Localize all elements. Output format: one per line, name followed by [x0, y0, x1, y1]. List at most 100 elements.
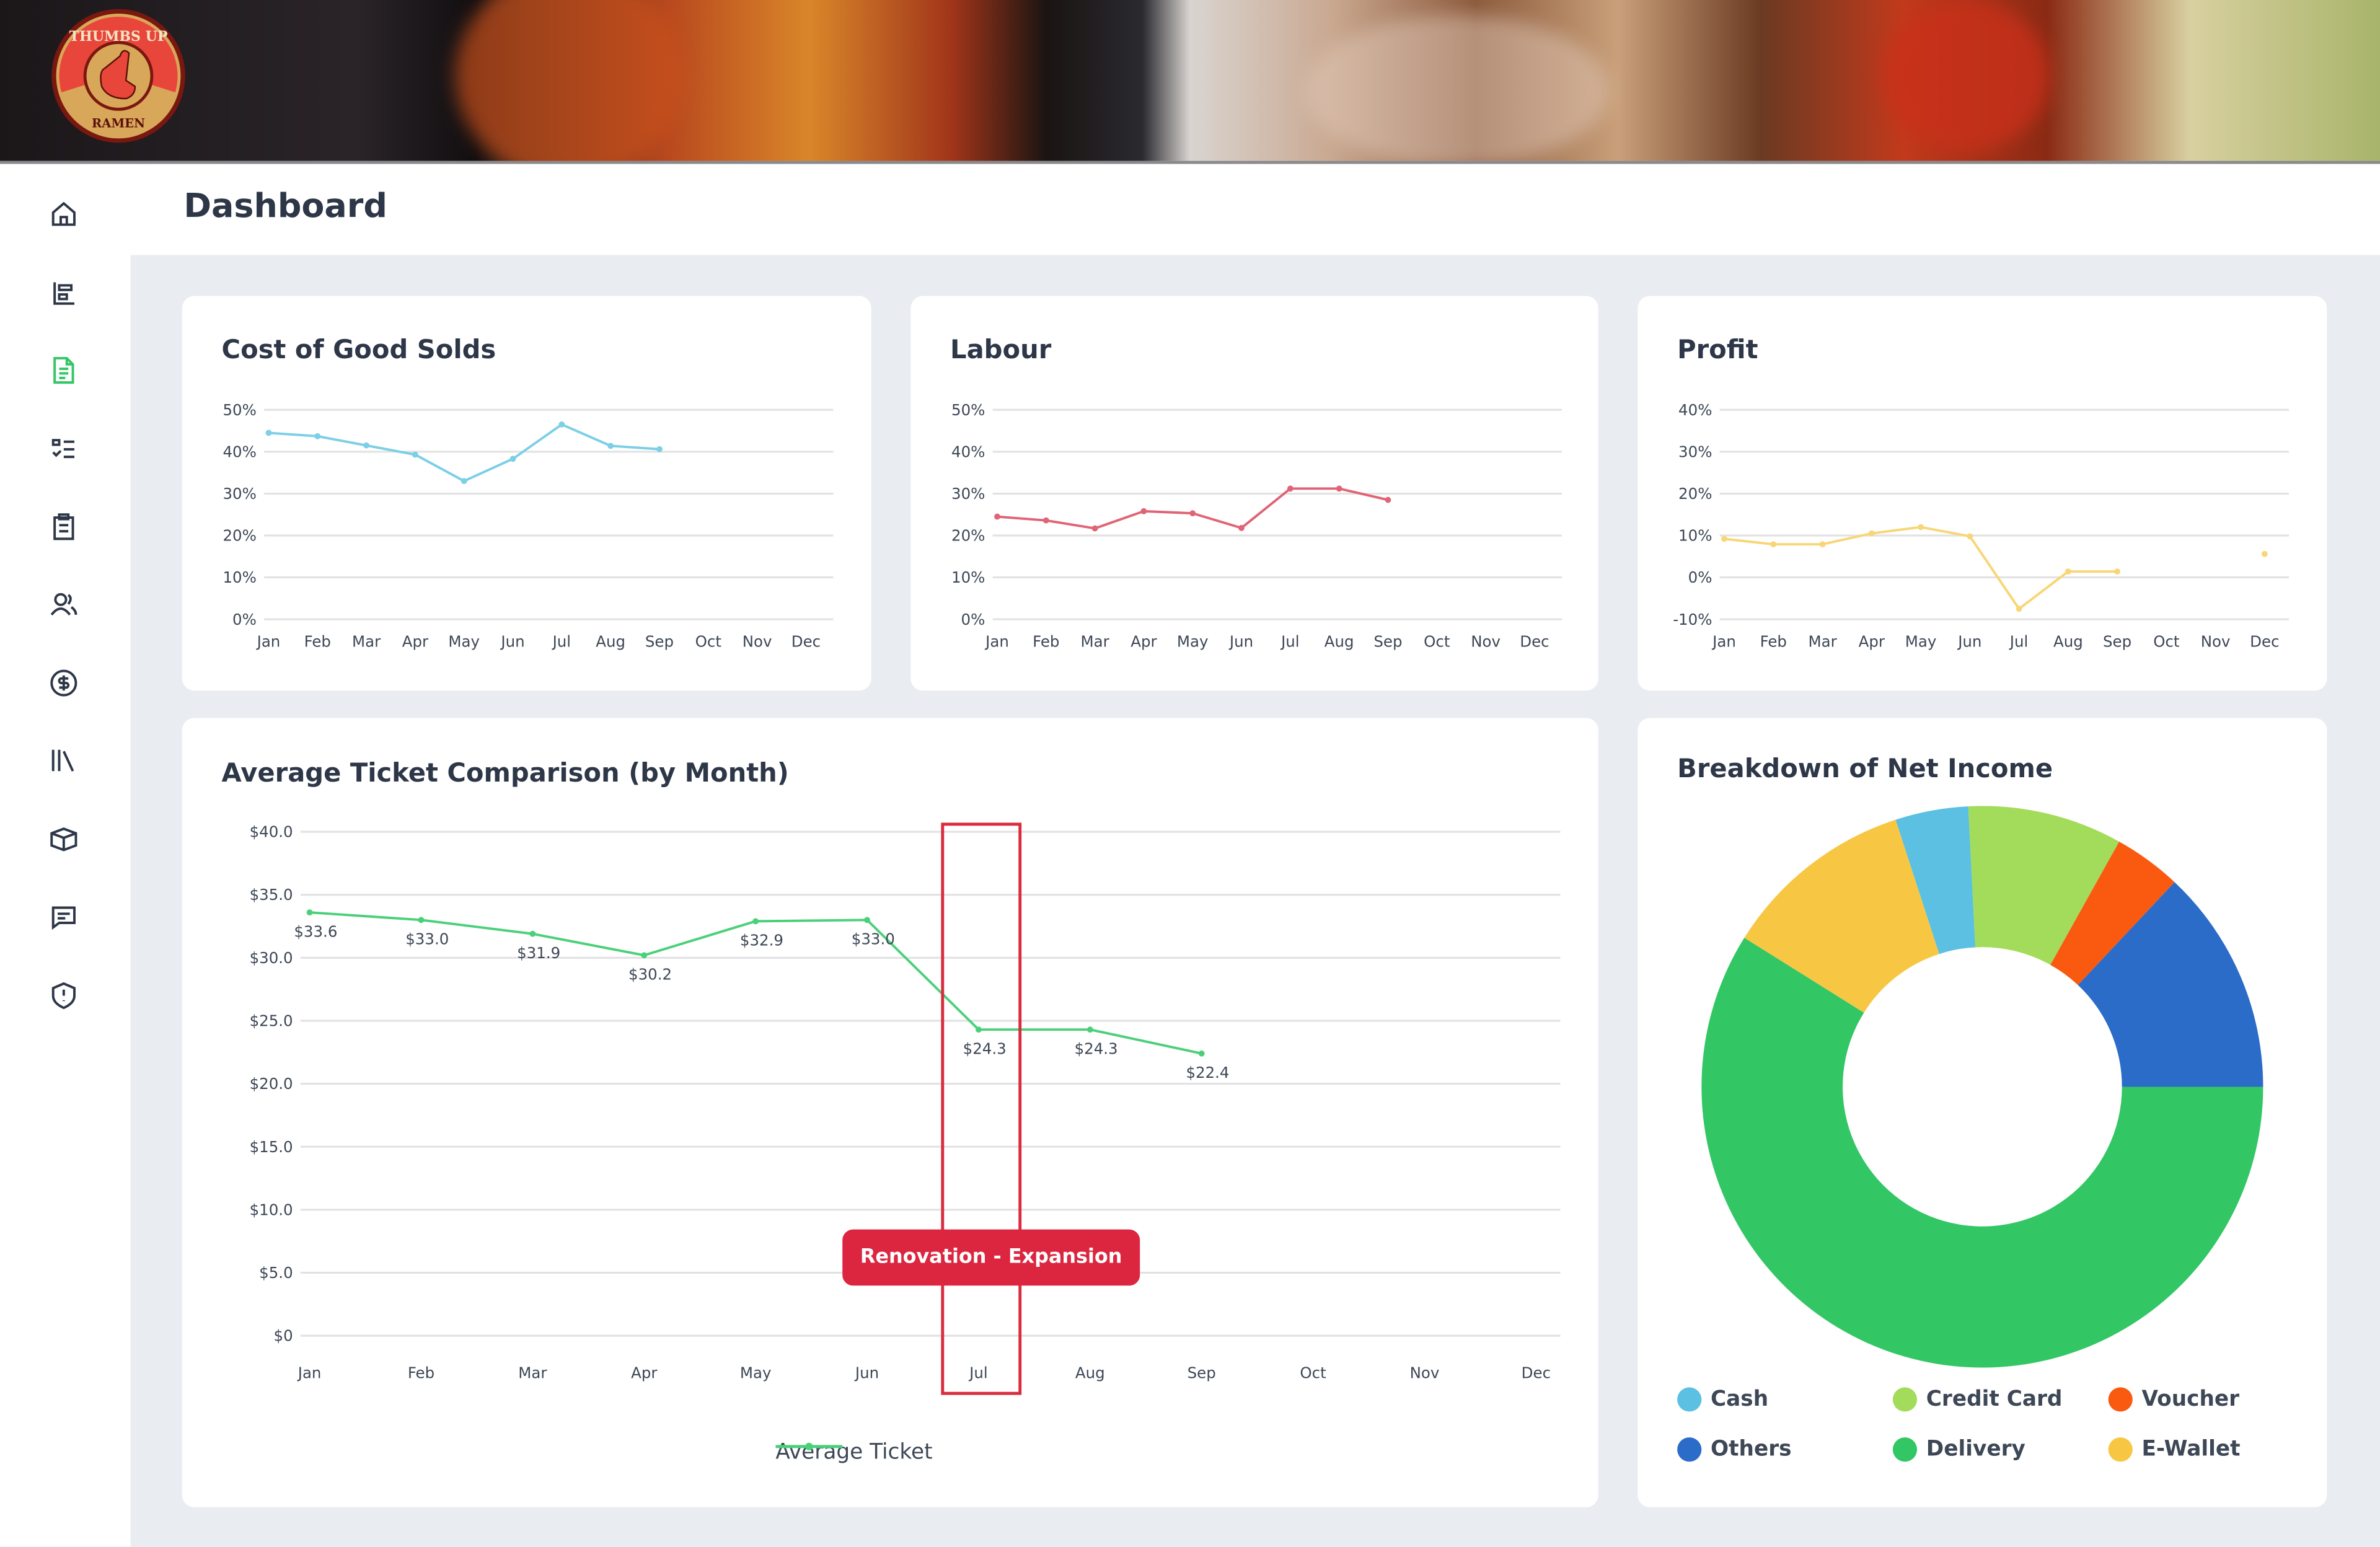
legend-item-others[interactable]: Others — [1677, 1437, 1792, 1462]
data-point — [314, 433, 321, 439]
y-tick-label: $10.0 — [250, 1201, 293, 1219]
data-point — [641, 952, 648, 959]
x-tick-label: Aug — [596, 632, 625, 650]
y-tick-label: 30% — [1678, 443, 1712, 461]
page-header: Dashboard — [130, 164, 2380, 255]
data-point — [1042, 517, 1049, 524]
x-tick-label: Apr — [1130, 632, 1157, 650]
series-line — [268, 423, 660, 483]
dollar-icon[interactable] — [48, 668, 79, 699]
clipboard-icon[interactable] — [48, 511, 79, 542]
x-tick-label: May — [1177, 632, 1209, 650]
x-tick-label: Oct — [2153, 632, 2180, 650]
legend-label: Cash — [1711, 1387, 1769, 1412]
header-banner-image: THUMBS UP RAMEN — [0, 0, 2380, 164]
x-tick-label: Dec — [2250, 632, 2279, 650]
y-tick-label: -10% — [1673, 610, 1712, 628]
data-point — [412, 451, 418, 458]
data-point — [558, 421, 565, 428]
data-point — [752, 918, 759, 925]
y-tick-label: 0% — [961, 610, 985, 628]
x-tick-label: Dec — [1522, 1364, 1551, 1382]
x-tick-label: Nov — [1410, 1364, 1440, 1382]
legend-dot — [2108, 1387, 2133, 1412]
data-point — [461, 478, 467, 485]
y-tick-label: 40% — [1678, 401, 1712, 419]
checklist-icon[interactable] — [48, 434, 79, 464]
box-icon[interactable] — [48, 824, 79, 855]
data-label: $24.3 — [963, 1039, 1007, 1057]
x-tick-label: Feb — [408, 1364, 434, 1382]
thumbs-up-ramen-logo[interactable]: THUMBS UP RAMEN — [50, 7, 187, 144]
x-tick-label: Aug — [2053, 632, 2083, 650]
legend-average-ticket[interactable]: Average Ticket — [775, 1440, 933, 1465]
data-label: $22.4 — [1186, 1064, 1229, 1082]
legend-item-voucher[interactable]: Voucher — [2108, 1387, 2240, 1412]
x-tick-label: May — [448, 632, 480, 650]
y-tick-label: 30% — [951, 485, 985, 503]
shield-alert-icon[interactable] — [48, 981, 79, 1011]
renovation-expansion-annotation[interactable]: Renovation - Expansion — [842, 1229, 1140, 1286]
net-income-card: Breakdown of Net Income Cash Credit Card V… — [1637, 718, 2327, 1507]
renovation-highlight-box — [941, 822, 1022, 1395]
cogs-card: Cost of Good Solds 50% 40% 30% 20% 10% 0% Jan F… — [182, 296, 871, 691]
users-icon[interactable] — [48, 589, 79, 619]
x-tick-label: Mar — [1081, 632, 1110, 650]
data-label: $24.3 — [1075, 1039, 1118, 1057]
donut-slice-others — [2078, 882, 2263, 1087]
x-tick-label: Aug — [1324, 632, 1354, 650]
donut-slice-credit-card — [1968, 806, 2120, 965]
x-tick-label: Sep — [645, 632, 674, 650]
y-tick-label: $0 — [274, 1327, 293, 1345]
cogs-chart: 50% 40% 30% 20% 10% 0% Jan Feb Mar Apr May Jun Jul Au… — [223, 401, 834, 650]
profit-chart: 40% 30% 20% 10% 0% -10% Jan Feb Mar Apr May Jun Jul A… — [1673, 401, 2290, 650]
library-icon[interactable] — [48, 745, 79, 775]
legend-item-credit-card[interactable]: Credit Card — [1892, 1387, 2062, 1412]
legend-label: E-Wallet — [2141, 1437, 2241, 1462]
x-tick-label: Sep — [1188, 1364, 1216, 1382]
data-point — [2065, 568, 2071, 575]
data-point — [1918, 524, 1924, 531]
y-tick-label: $40.0 — [250, 823, 293, 841]
card-title: Labour — [950, 335, 1052, 366]
y-tick-label: 50% — [223, 401, 256, 419]
data-point — [265, 430, 272, 436]
card-title: Cost of Good Solds — [221, 335, 496, 366]
data-point — [1086, 1026, 1093, 1033]
legend-label: Voucher — [2141, 1387, 2240, 1412]
x-tick-label: Mar — [1808, 632, 1837, 650]
x-tick-label: Feb — [304, 632, 331, 650]
x-tick-label: Apr — [402, 632, 429, 650]
x-tick-label: Jul — [552, 632, 571, 650]
x-tick-label: Jul — [968, 1364, 988, 1382]
legend-dot — [1892, 1437, 1918, 1462]
average-ticket-chart: $40.0 $35.0 $30.0 $25.0 $20.0 $15.0 $10.0 $5.0 $… — [250, 823, 1561, 1382]
average-ticket-card: Average Ticket Comparison (by Month) $40… — [182, 718, 1598, 1507]
legend-item-delivery[interactable]: Delivery — [1892, 1437, 2025, 1462]
y-tick-label: 10% — [1678, 527, 1712, 545]
data-point — [418, 917, 425, 923]
x-tick-label: Aug — [1075, 1364, 1105, 1382]
y-tick-label: 50% — [951, 401, 985, 419]
message-icon[interactable] — [48, 902, 79, 932]
data-point — [1140, 508, 1147, 514]
x-tick-label: Jan — [984, 632, 1009, 650]
legend-item-e-wallet[interactable]: E-Wallet — [2108, 1437, 2241, 1462]
x-tick-label: Dec — [791, 632, 821, 650]
card-title: Breakdown of Net Income — [1677, 754, 2053, 785]
legend-label: Average Ticket — [775, 1440, 933, 1465]
data-point — [1770, 541, 1777, 548]
data-point — [509, 456, 516, 462]
x-tick-label: Feb — [1760, 632, 1787, 650]
legend-dot — [2108, 1437, 2133, 1462]
document-icon[interactable] — [48, 355, 79, 386]
bar-chart-icon[interactable] — [48, 278, 79, 308]
legend-item-cash[interactable]: Cash — [1677, 1387, 1769, 1412]
y-tick-label: $30.0 — [250, 949, 293, 967]
data-label: $32.9 — [740, 932, 783, 950]
data-point — [1721, 536, 1727, 542]
legend-dot — [1677, 1437, 1702, 1462]
y-tick-label: $20.0 — [250, 1075, 293, 1093]
home-icon[interactable] — [48, 199, 79, 229]
